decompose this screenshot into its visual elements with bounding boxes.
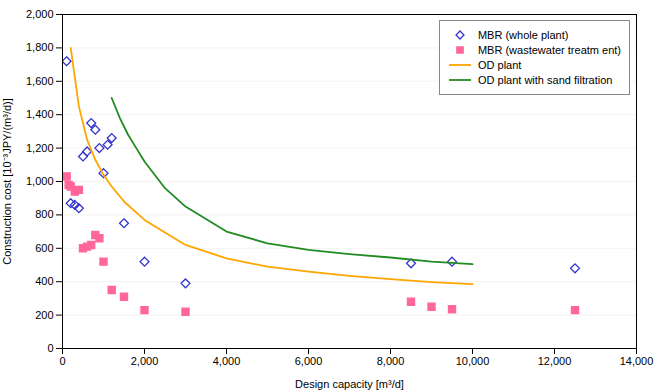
svg-text:1,400: 1,400	[26, 108, 54, 120]
svg-text:Construction cost [10⁻³JPY/(m³: Construction cost [10⁻³JPY/(m³/d)]	[1, 98, 13, 265]
svg-text:2,000: 2,000	[131, 355, 159, 367]
svg-text:1,800: 1,800	[26, 41, 54, 53]
svg-text:600: 600	[35, 242, 53, 254]
svg-text:14,000: 14,000	[620, 355, 654, 367]
svg-text:0: 0	[59, 355, 65, 367]
svg-text:4,000: 4,000	[213, 355, 241, 367]
svg-text:800: 800	[35, 208, 53, 220]
html-text:MBR (wastewater treatm ent): MBR (wastewater treatm ent)	[478, 44, 621, 56]
html-text:OD plant: OD plant	[478, 59, 522, 71]
svg-text:1,200: 1,200	[26, 142, 54, 154]
svg-text:2,000: 2,000	[26, 8, 54, 20]
svg-text:1,000: 1,000	[26, 175, 54, 187]
svg-text:10,000: 10,000	[456, 355, 490, 367]
svg-text:Design capacity [m³/d]: Design capacity [m³/d]	[295, 378, 404, 390]
svg-text:0: 0	[47, 342, 53, 354]
svg-text:200: 200	[35, 309, 53, 321]
svg-text:400: 400	[35, 275, 53, 287]
html-text:OD plant with sand filtration: OD plant with sand filtration	[478, 74, 613, 86]
svg-text:1,600: 1,600	[26, 75, 54, 87]
svg-text:12,000: 12,000	[538, 355, 572, 367]
html-text:MBR (whole plant): MBR (whole plant)	[478, 29, 569, 41]
svg-text:6,000: 6,000	[295, 355, 323, 367]
svg-text:8,000: 8,000	[377, 355, 405, 367]
